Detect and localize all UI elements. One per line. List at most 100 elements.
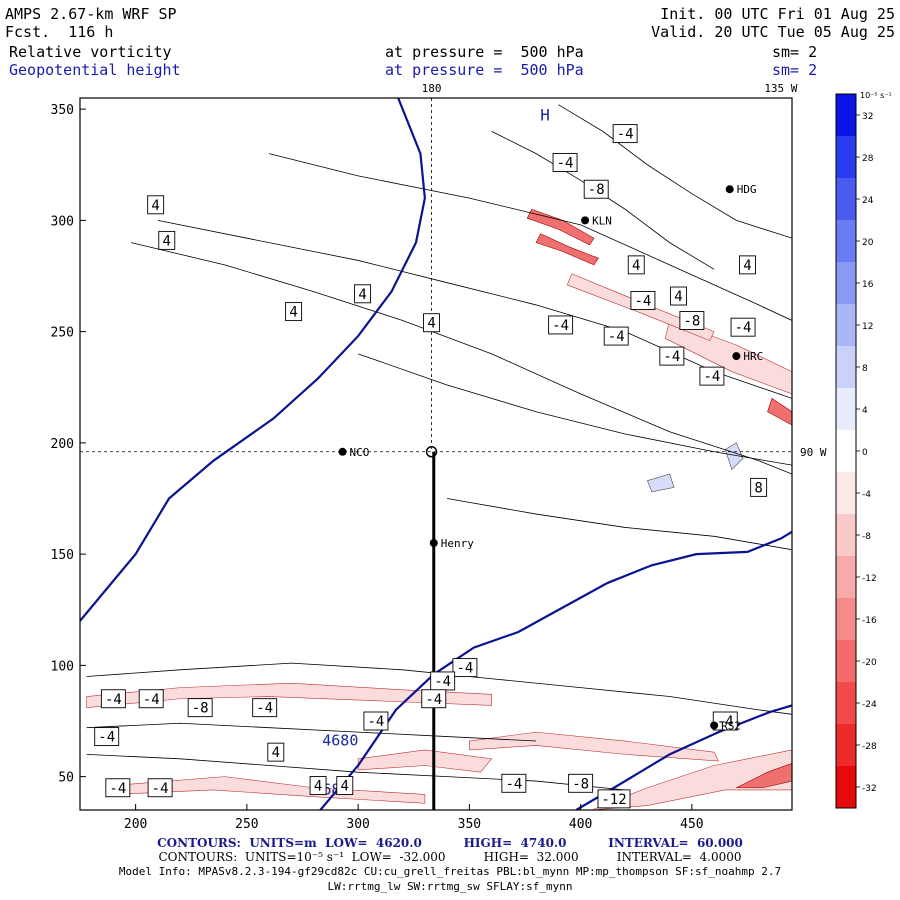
vorticity-label-box — [730, 317, 756, 337]
colorbar-swatch — [836, 640, 856, 682]
station-dot — [429, 539, 438, 547]
field1-level: at pressure = 500 hPa — [385, 43, 584, 61]
colorbar-swatch — [836, 262, 856, 304]
colorbar-swatch — [836, 178, 856, 220]
vorticity-label-box — [336, 776, 354, 795]
colorbar-label: 24 — [862, 196, 874, 206]
vorticity-label-box — [603, 326, 629, 346]
y-tick-label: 100 — [51, 659, 74, 674]
vorticity-label: -4 — [608, 329, 625, 345]
vorticity-label-box — [712, 711, 738, 731]
model-info: Model Info: MPASv8.2.3-194-gf29cd82c CU:… — [118, 865, 782, 878]
vorticity-label: -4 — [456, 661, 473, 677]
vorticity-label-box — [423, 313, 440, 333]
colorbar-unit: 10⁻⁵ s⁻¹ — [860, 91, 892, 100]
y-tick-label: 250 — [51, 326, 74, 341]
vorticity-label: -4 — [552, 318, 569, 334]
y-tick-label: 350 — [51, 103, 74, 118]
colorbar-swatch — [836, 514, 856, 556]
vorticity-label: -8 — [572, 776, 589, 792]
high-pressure-marker: H — [540, 105, 550, 124]
vorticity-shading-negative — [591, 749, 792, 810]
station-dot — [725, 185, 734, 194]
vorticity-label: 4 — [272, 745, 280, 761]
vorticity-label-box — [147, 778, 173, 798]
station-label: KLN — [592, 214, 612, 227]
vorticity-label-box — [100, 689, 126, 709]
vorticity-label: -4 — [143, 692, 160, 708]
vorticity-label-box — [309, 776, 327, 795]
vorticity-shading-negative — [469, 731, 720, 762]
colorbar-swatch — [836, 94, 856, 136]
vorticity-label: 4 — [341, 779, 349, 795]
vorticity-label-box — [354, 284, 372, 304]
vorticity-label-box — [285, 302, 303, 322]
station-label: Henry — [441, 537, 474, 550]
vorticity-contour-line — [86, 722, 537, 742]
vorticity-label-box — [568, 773, 594, 793]
station-label: HRC — [743, 350, 763, 363]
colorbar-label: -24 — [862, 700, 877, 710]
vorticity-label: 4 — [314, 779, 322, 795]
y-tick-label: 200 — [51, 437, 74, 452]
vorticity-label: -4 — [256, 701, 273, 717]
colorbar-swatch — [836, 556, 856, 598]
vorticity-label-box — [670, 286, 687, 306]
vorticity-label: -8 — [683, 314, 700, 330]
x-tick-label: 250 — [235, 817, 258, 832]
colorbar-label: 0 — [862, 448, 868, 458]
vorticity-label: -4 — [367, 714, 384, 730]
colorbar-label: -4 — [862, 490, 871, 500]
colorbar-label: -12 — [862, 574, 877, 584]
colorbar-swatch — [836, 766, 856, 808]
x-tick-label: 450 — [680, 817, 703, 832]
vorticity-label: -12 — [601, 792, 626, 808]
field2-smoothing: sm= 2 — [772, 61, 818, 79]
forecast-hour: Fcst. 116 h — [5, 23, 114, 41]
vorticity-label: -8 — [588, 182, 605, 198]
vorticity-label: 4 — [427, 316, 435, 332]
station-dot — [581, 216, 590, 225]
vorticity-label: 4 — [358, 287, 366, 303]
vorticity-label-box — [739, 255, 756, 275]
station-dot — [710, 721, 719, 730]
vorticity-label: 4 — [151, 198, 159, 214]
vorticity-label-box — [699, 366, 725, 386]
vorticity-label: 4 — [632, 258, 640, 274]
height-contour-info: CONTOURS: UNITS=m LOW= 4620.0 HIGH= 4740… — [157, 836, 743, 850]
geopotential-contour-1 — [319, 530, 792, 810]
station-dot — [338, 447, 347, 456]
x-tick-label: 200 — [124, 817, 147, 832]
vorticity-contour-line — [447, 498, 792, 551]
vorticity-contour-line — [269, 153, 792, 321]
colorbar-swatch — [836, 598, 856, 640]
y-tick-label: 50 — [58, 771, 74, 786]
colorbar-label: -32 — [862, 784, 877, 794]
x-tick-label: 400 — [569, 817, 592, 832]
vorticity-label-box — [630, 291, 656, 310]
vorticity-shading-positive — [724, 442, 744, 471]
vorticity-contour-line — [86, 662, 792, 715]
station-label: HDG — [737, 183, 757, 196]
vorticity-label-box — [138, 689, 164, 709]
colorbar-label: -16 — [862, 616, 877, 626]
vorticity-label-box — [679, 311, 705, 330]
vorticity-label-box — [501, 773, 527, 793]
vorticity-shading-strong-negative — [767, 397, 792, 426]
vorticity-label-box — [147, 195, 165, 215]
vorticity-label-box — [421, 689, 447, 709]
colorbar-label: 12 — [862, 322, 873, 332]
vorticity-label-box — [94, 727, 120, 747]
vorticity-label-box — [627, 255, 645, 275]
vorticity-contour-line — [558, 104, 792, 239]
vorticity-label-box — [750, 477, 768, 497]
vorticity-shading-negative — [357, 749, 493, 773]
y-tick-label: 300 — [51, 214, 74, 229]
vorticity-label: 4 — [289, 305, 297, 321]
model-title: AMPS 2.67-km WRF SP — [5, 5, 177, 23]
vorticity-contour-line — [157, 219, 792, 399]
colorbar-swatch — [836, 220, 856, 262]
vorticity-contour-info: CONTOURS: UNITS=10⁻⁵ s⁻¹ LOW= -32.000 HI… — [158, 850, 742, 864]
vorticity-label-box — [452, 658, 478, 678]
